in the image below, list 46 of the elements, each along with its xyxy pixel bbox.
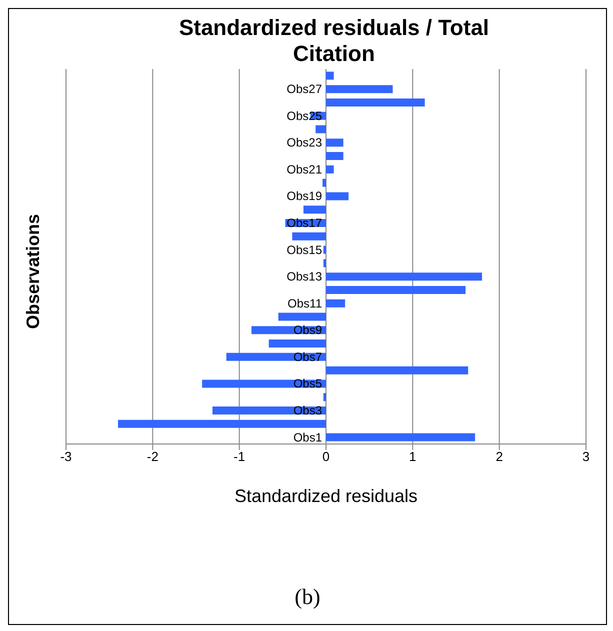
bar: [326, 152, 344, 160]
bar: [292, 232, 326, 240]
bar: [278, 312, 326, 321]
bar: [326, 138, 344, 147]
bar: [316, 125, 326, 134]
y-tick-label: Obs5: [293, 376, 322, 391]
bar: [326, 366, 468, 374]
bar: [326, 272, 482, 281]
x-tick-label: 1: [409, 449, 416, 464]
chart-title: Standardized residuals / Total Citation: [178, 15, 490, 67]
y-tick-label: Obs7: [293, 350, 322, 364]
y-tick-label: Obs9: [293, 323, 322, 338]
bar: [268, 340, 326, 348]
x-tick-label: -3: [60, 449, 72, 464]
x-axis-title: Standardized residuals: [234, 486, 418, 506]
bar: [326, 286, 466, 294]
bar: [326, 72, 334, 80]
bar: [323, 393, 326, 402]
bar: [118, 420, 326, 428]
text: (b): [294, 584, 322, 610]
bar: [326, 433, 476, 442]
x-tick-label: 0: [322, 449, 330, 464]
y-tick-label: Obs23: [286, 136, 322, 150]
bar: [326, 192, 349, 200]
bar: [326, 85, 393, 94]
y-tick-label: Obs21: [286, 162, 322, 176]
bar: [303, 206, 326, 214]
y-tick-label: Obs15: [286, 242, 322, 257]
bar: [323, 259, 326, 268]
bar: [326, 299, 346, 308]
y-tick-label: Obs27: [286, 82, 322, 96]
y-tick-label: Obs17: [286, 216, 322, 230]
bar: [322, 178, 326, 187]
y-tick-label: Obs1: [293, 430, 322, 444]
x-tick-label: 3: [582, 449, 590, 464]
y-tick-label: Obs19: [286, 189, 322, 204]
x-tick-label: -1: [234, 449, 246, 464]
bar: [326, 165, 334, 174]
y-axis-title: Observations: [24, 214, 44, 330]
x-tick-label: 2: [496, 449, 503, 464]
bar: [326, 98, 425, 106]
bar: [323, 246, 326, 254]
x-tick-label: -2: [146, 449, 158, 464]
y-tick-label: Obs3: [293, 404, 322, 418]
y-tick-label: Obs13: [286, 270, 322, 284]
y-tick-label: Obs11: [288, 296, 322, 310]
